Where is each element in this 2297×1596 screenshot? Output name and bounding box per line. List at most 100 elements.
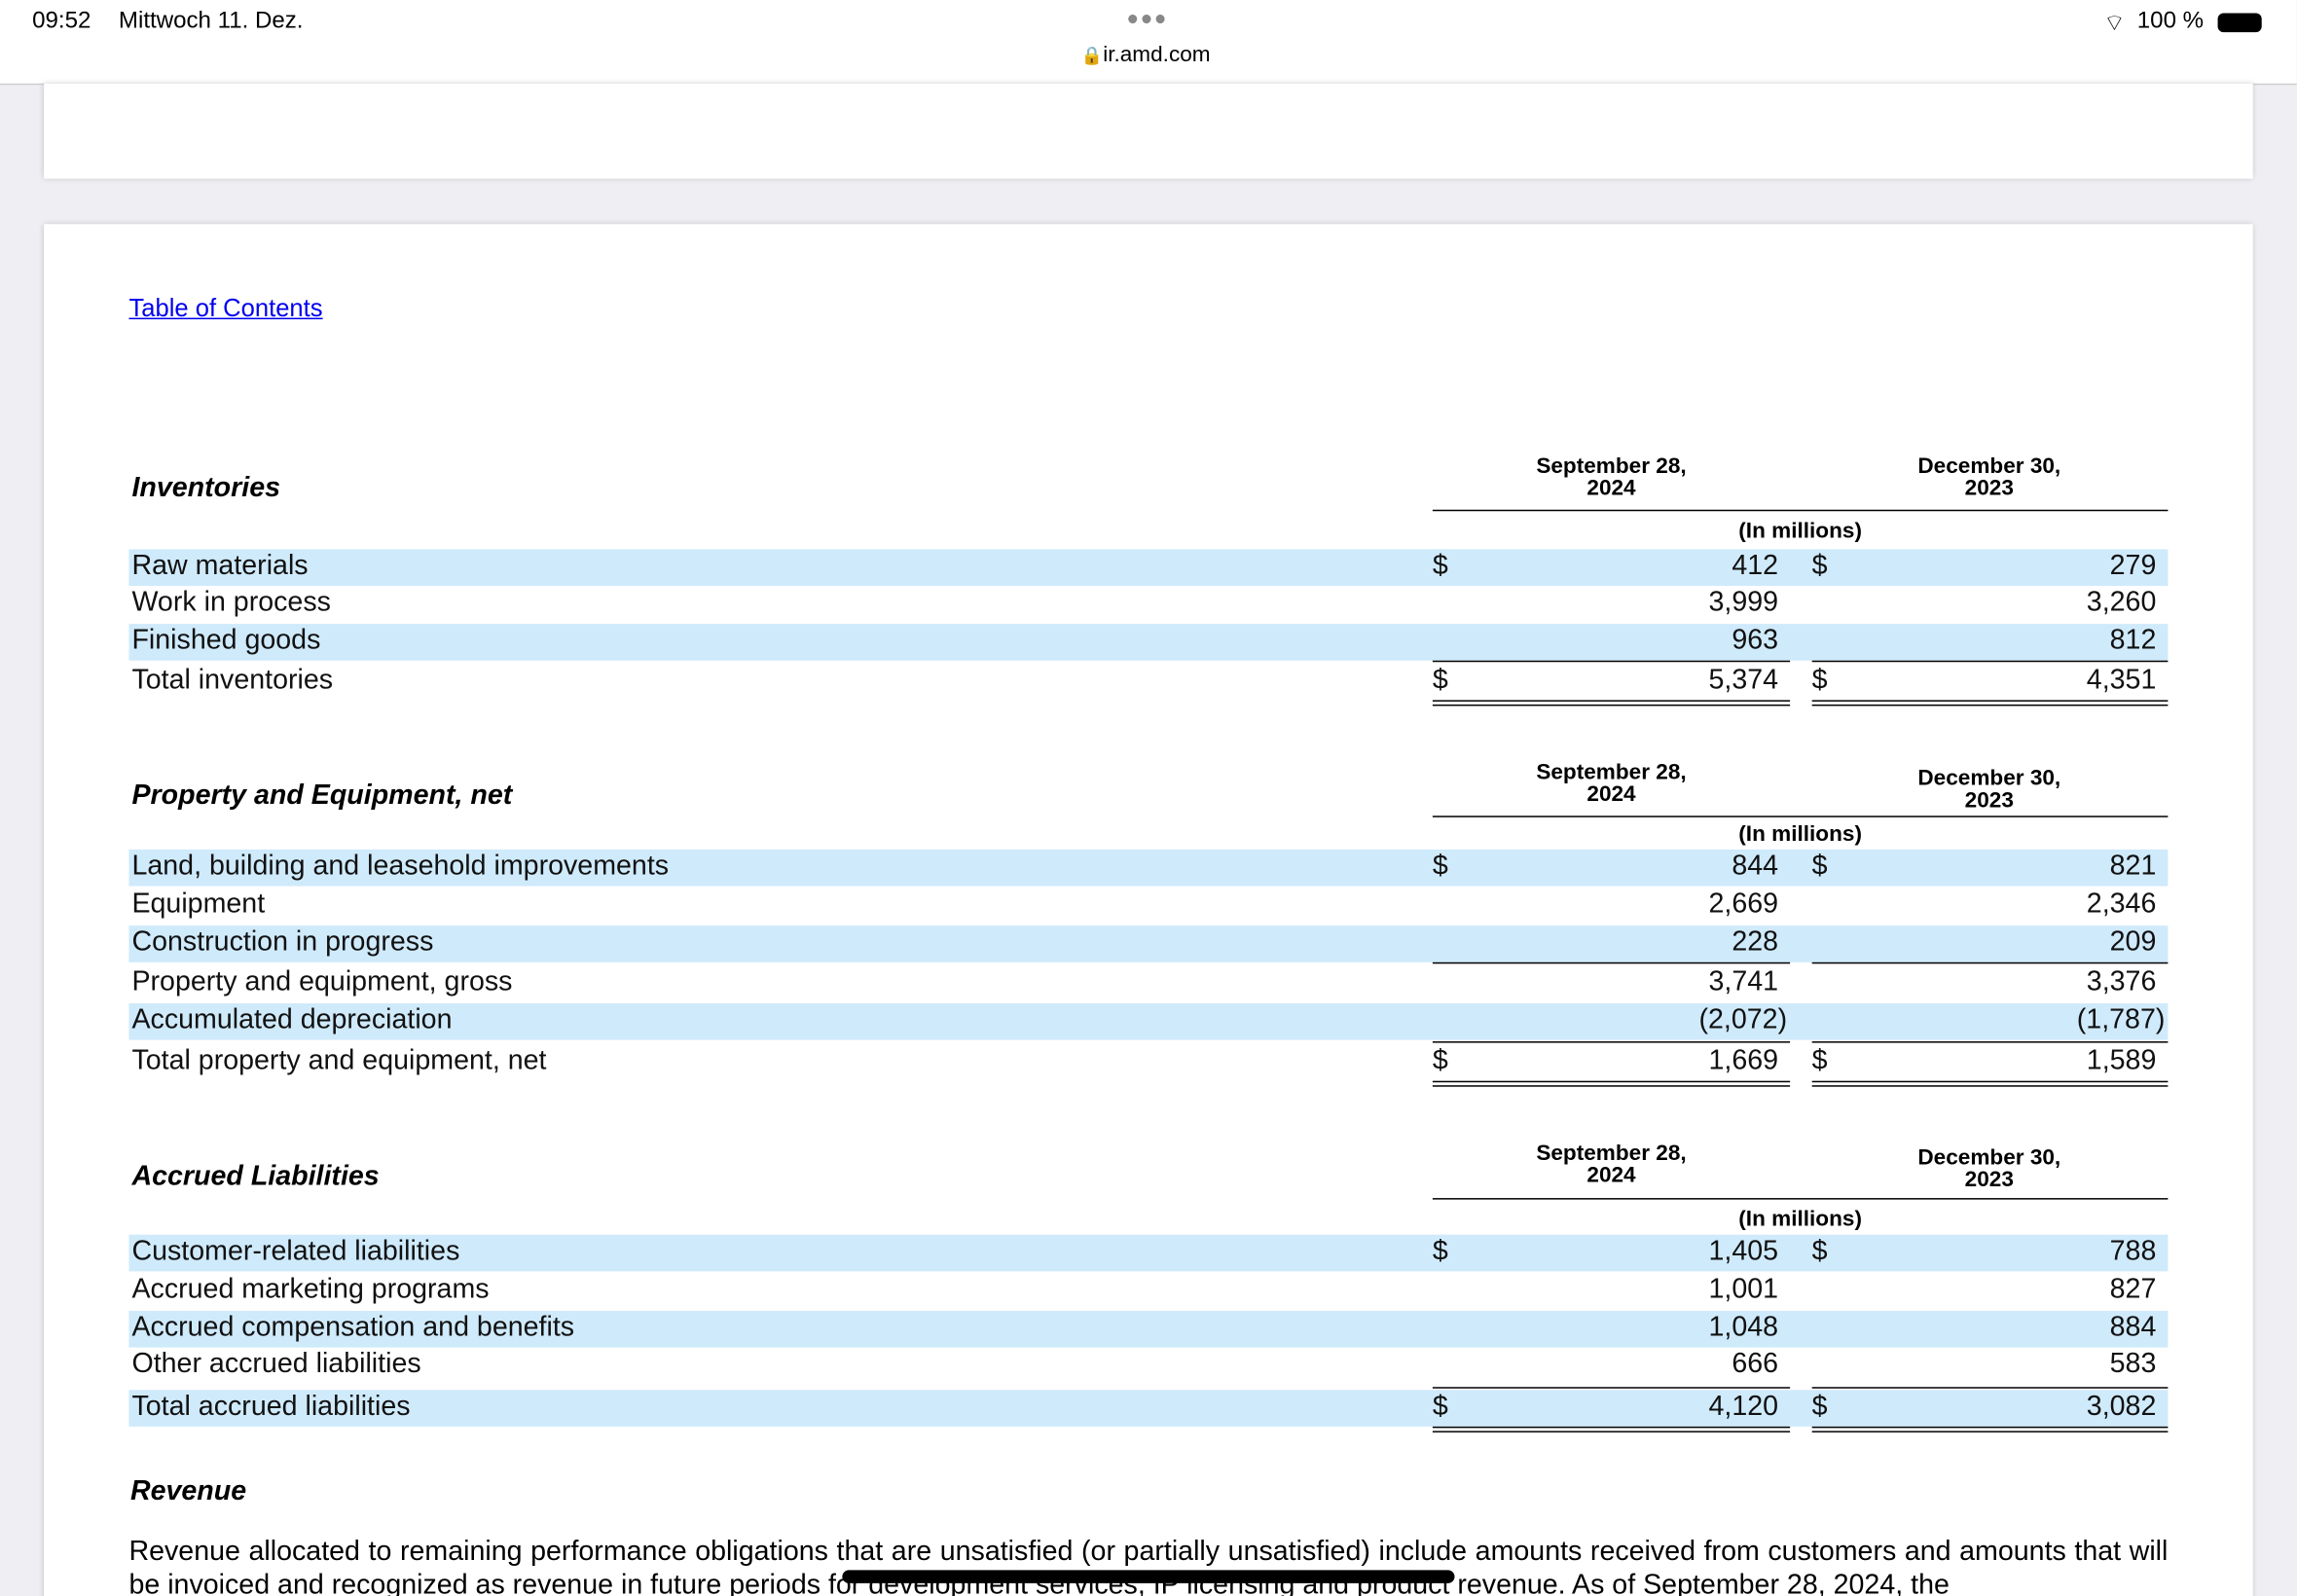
currency: $ xyxy=(1432,1045,1448,1077)
value-2024: (2,072) xyxy=(1698,1004,1788,1036)
table-title: Inventories xyxy=(131,473,281,504)
url-bar[interactable]: 🔒ir.amd.com xyxy=(1080,42,1211,68)
paragraph: Revenue allocated to remaining performan… xyxy=(128,1536,2169,1596)
value-2024: 3,741 xyxy=(1708,966,1779,998)
row-label: Total property and equipment, net xyxy=(131,1045,547,1077)
value-2023: 3,082 xyxy=(2086,1391,2157,1423)
dots: ●●● xyxy=(1126,6,1169,30)
double-underline xyxy=(1811,704,2169,707)
column-year: 2024 xyxy=(1586,781,1636,808)
double-underline xyxy=(1811,1431,2169,1433)
battery-icon xyxy=(2217,13,2262,33)
currency: $ xyxy=(1811,665,1828,696)
column-date: December 30, xyxy=(1917,766,2061,791)
table-title: Property and Equipment, net xyxy=(131,780,513,812)
subtotal-rule xyxy=(1432,1041,1791,1043)
row-label: Customer-related liabilities xyxy=(131,1236,460,1267)
row-label: Total accrued liabilities xyxy=(131,1391,411,1423)
subtotal-rule xyxy=(1811,1387,2169,1389)
currency: $ xyxy=(1432,1236,1448,1267)
header-rule xyxy=(1432,816,2169,817)
double-underline xyxy=(1811,1085,2169,1087)
subtotal-rule xyxy=(1811,660,2169,663)
currency: $ xyxy=(1432,665,1448,696)
row-label: Construction in progress xyxy=(131,926,434,959)
home-indicator xyxy=(842,1570,1455,1583)
value-2023: 4,351 xyxy=(2086,665,2157,696)
value-2023: 827 xyxy=(2109,1274,2157,1305)
currency: $ xyxy=(1432,550,1448,582)
value-2024: 963 xyxy=(1732,625,1779,657)
column-year: 2024 xyxy=(1586,1162,1636,1188)
currency: $ xyxy=(1811,1236,1828,1267)
currency: $ xyxy=(1811,550,1828,582)
value-2023: 279 xyxy=(2109,550,2157,582)
value-2024: 228 xyxy=(1732,926,1779,959)
column-date: September 28, xyxy=(1536,453,1687,480)
double-underline xyxy=(1432,1426,1791,1429)
double-underline xyxy=(1811,700,2169,702)
row-label: Finished goods xyxy=(131,625,321,657)
row-shade xyxy=(128,925,2169,962)
column-date: December 30, xyxy=(1917,453,2061,480)
unit: (In millions) xyxy=(1738,821,1862,847)
column-year: 2023 xyxy=(1964,1167,2014,1193)
prev-page xyxy=(44,83,2253,179)
value-2023: 1,589 xyxy=(2086,1045,2157,1077)
row-shade xyxy=(128,1310,2169,1348)
row-label: Raw materials xyxy=(131,550,309,582)
value-2024: 1,405 xyxy=(1708,1236,1779,1267)
document-page xyxy=(44,224,2253,1596)
double-underline xyxy=(1432,700,1791,702)
row-label: Accumulated depreciation xyxy=(131,1004,453,1036)
date: Mittwoch 11. Dez. xyxy=(118,9,304,34)
row-label: Land, building and leasehold improvement… xyxy=(131,851,670,883)
row-label: Accrued compensation and benefits xyxy=(131,1312,575,1344)
row-label: Total inventories xyxy=(131,665,334,696)
value-2024: 1,048 xyxy=(1708,1312,1779,1344)
wifi: ⌔ xyxy=(2103,12,2126,37)
toc-link[interactable]: Table of Contents xyxy=(128,294,323,323)
value-2023: 788 xyxy=(2109,1236,2157,1267)
currency: $ xyxy=(1811,851,1828,883)
subtotal-rule xyxy=(1811,1041,2169,1043)
time: 09:52 xyxy=(32,9,91,34)
value-2023: 2,346 xyxy=(2086,889,2157,921)
currency: $ xyxy=(1811,1391,1828,1423)
double-underline xyxy=(1432,1080,1791,1083)
row-label: Other accrued liabilities xyxy=(131,1349,421,1380)
value-2023: 3,376 xyxy=(2086,966,2157,998)
row-shade xyxy=(128,1390,2169,1427)
value-2024: 844 xyxy=(1732,851,1779,883)
value-2024: 1,669 xyxy=(1708,1045,1779,1077)
column-date: September 28, xyxy=(1536,1141,1687,1166)
value-2024: 1,001 xyxy=(1708,1274,1779,1305)
subtotal-rule xyxy=(1811,961,2169,964)
row-shade xyxy=(128,549,2169,586)
row-shade xyxy=(128,1234,2169,1272)
column-date: December 30, xyxy=(1917,1144,2061,1171)
column-year: 2023 xyxy=(1964,787,2014,814)
url: ir.amd.com xyxy=(1103,42,1211,68)
value-2024: 412 xyxy=(1732,550,1779,582)
row-shade xyxy=(128,624,2169,661)
double-underline xyxy=(1432,1431,1791,1433)
unit: (In millions) xyxy=(1738,1207,1862,1232)
unit: (In millions) xyxy=(1738,518,1862,544)
row-label: Property and equipment, gross xyxy=(131,966,513,998)
column-year: 2024 xyxy=(1586,476,1636,501)
value-2023: (1,787) xyxy=(2076,1004,2166,1036)
double-underline xyxy=(1811,1080,2169,1083)
subtotal-rule xyxy=(1432,961,1791,964)
double-underline xyxy=(1432,1085,1791,1087)
value-2023: 884 xyxy=(2109,1312,2157,1344)
value-2024: 5,374 xyxy=(1708,665,1779,696)
subtotal-rule xyxy=(1432,1387,1791,1389)
value-2023: 209 xyxy=(2109,926,2157,959)
row-label: Accrued marketing programs xyxy=(131,1274,490,1305)
table-title: Accrued Liabilities xyxy=(131,1161,380,1193)
row-label: Equipment xyxy=(131,889,266,921)
currency: $ xyxy=(1432,1391,1448,1423)
header-rule xyxy=(1432,1198,2169,1200)
